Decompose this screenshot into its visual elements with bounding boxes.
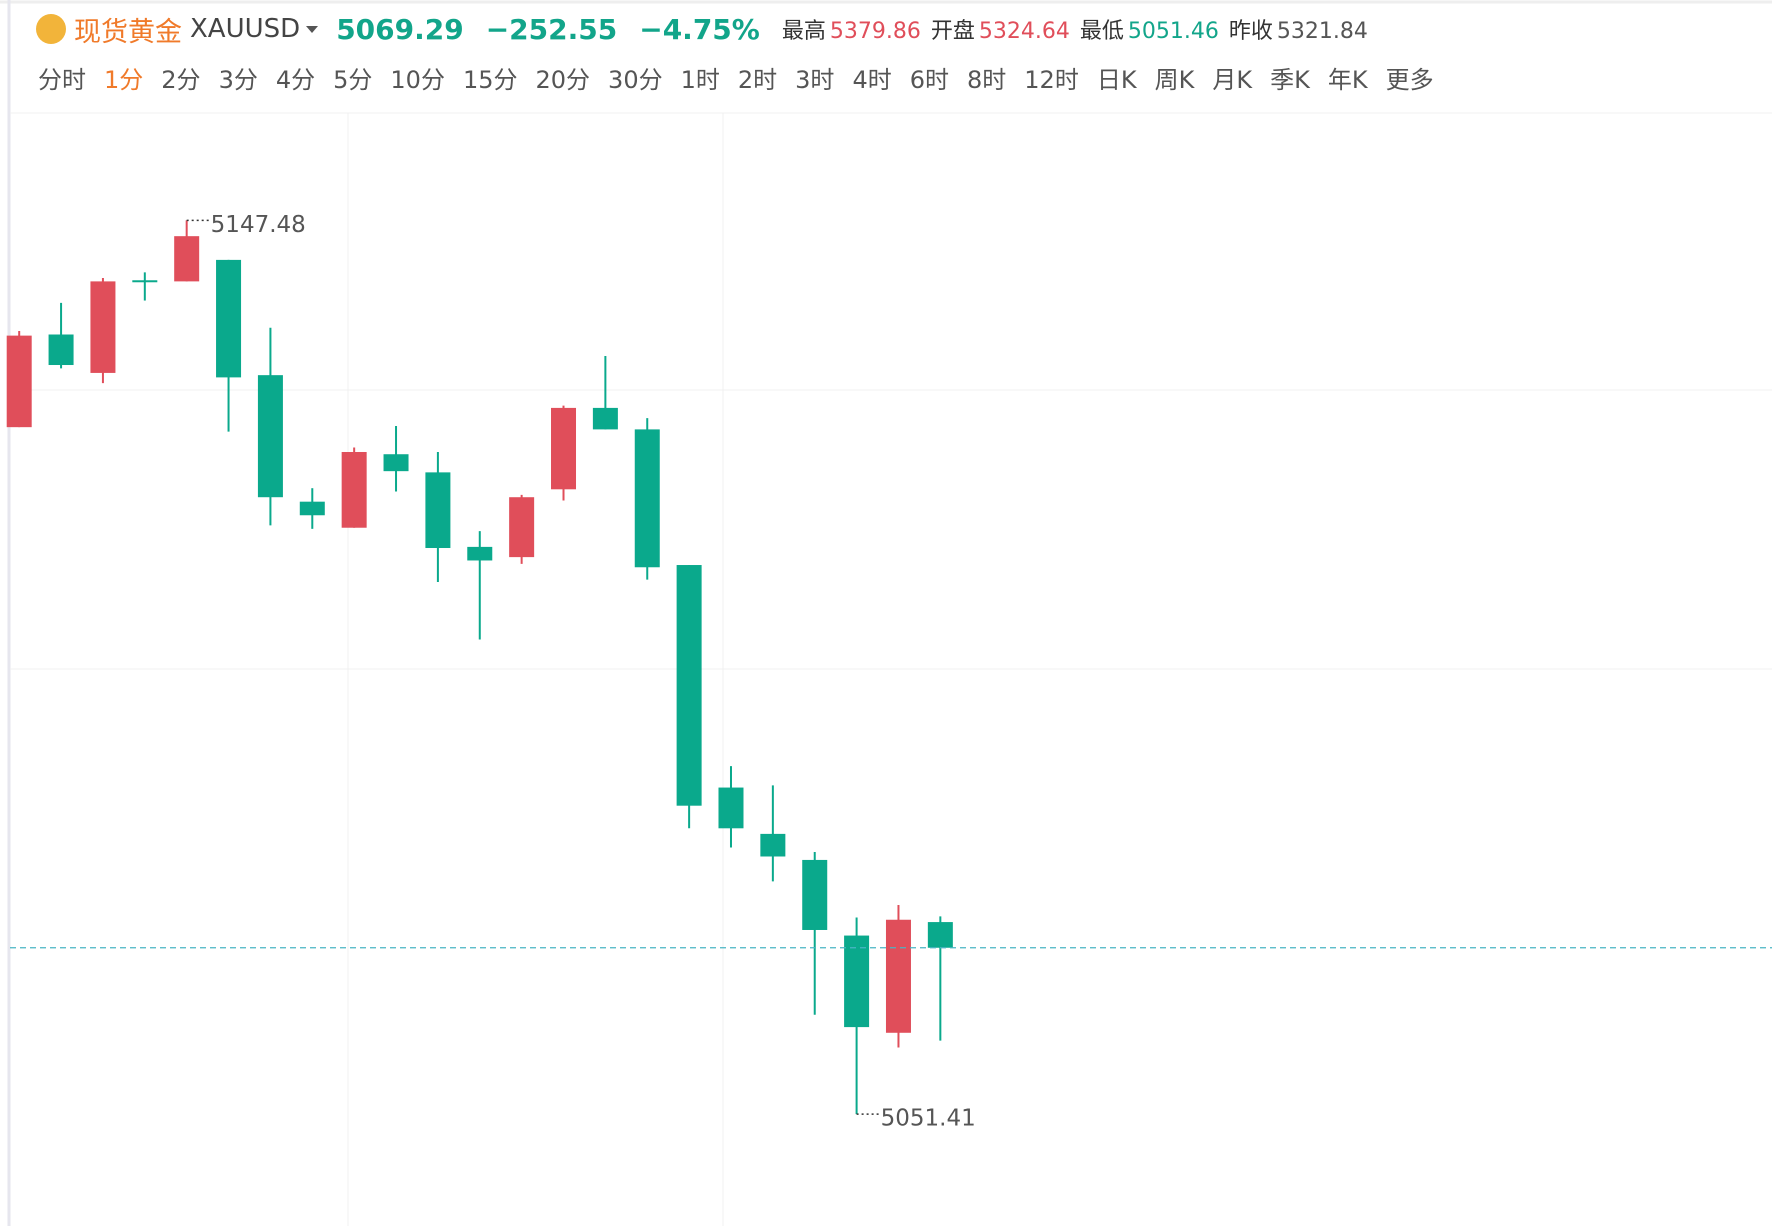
extreme-label: 5147.48	[211, 212, 306, 238]
timeframe-tab[interactable]: 季K	[1270, 66, 1310, 94]
stat-label: 最高	[781, 19, 826, 44]
stats: 最高 5379.86 开盘 5324.64 最低 5051.46 昨收 5321.84	[782, 13, 1378, 45]
candle-body	[592, 407, 618, 430]
change-pct: −4.75%	[639, 12, 760, 46]
stat-value: 5051.46	[1127, 19, 1219, 44]
stat: 最高 5379.86	[782, 13, 921, 45]
timeframe-tab[interactable]: 4时	[852, 66, 892, 94]
stat-label: 最低	[1079, 19, 1124, 44]
timeframe-tab[interactable]: 1分	[104, 66, 144, 94]
price: 5069.29	[336, 12, 464, 46]
timeframe-tab[interactable]: 10分	[390, 66, 445, 94]
stat-value: 5324.64	[978, 19, 1070, 44]
timeframe-tab[interactable]: 30分	[608, 66, 663, 94]
stat: 开盘 5324.64	[931, 13, 1070, 45]
candle-body	[802, 859, 828, 930]
stat-label: 昨收	[1228, 19, 1273, 44]
symbol[interactable]: XAUUSD	[190, 14, 301, 44]
timeframe-tab[interactable]: 分时	[38, 66, 86, 94]
candle-body	[467, 546, 493, 561]
candle-body	[634, 429, 660, 568]
timeframe-tab[interactable]: 更多	[1385, 66, 1434, 94]
dropdown-caret[interactable]	[306, 25, 319, 33]
timeframe-tab[interactable]: 周K	[1154, 66, 1195, 94]
timeframe-tab[interactable]: 3时	[795, 66, 835, 94]
timeframe-tab[interactable]: 4分	[275, 66, 316, 94]
stat-label: 开盘	[930, 19, 975, 44]
candle-body	[132, 280, 158, 283]
stat: 昨收 5321.84	[1229, 13, 1368, 45]
candle-body	[885, 919, 911, 1033]
timeframe-tab[interactable]: 2时	[737, 66, 778, 94]
candle-body	[425, 472, 451, 549]
candle-body	[299, 501, 325, 516]
timeframe-tab[interactable]: 5分	[333, 66, 373, 94]
change: −252.55	[485, 12, 618, 46]
timeframe-tab[interactable]: 12时	[1024, 66, 1079, 94]
candle-body	[6, 335, 32, 428]
stat-value: 5321.84	[1276, 19, 1368, 44]
candle-body	[341, 451, 367, 528]
timeframe-tab[interactable]: 15分	[462, 66, 518, 94]
candle-body	[257, 375, 283, 498]
candle-body	[551, 407, 577, 490]
timeframe-tab[interactable]: 日K	[1096, 66, 1137, 94]
candle-body	[844, 935, 870, 1028]
stat: 最低 5051.46	[1080, 13, 1219, 45]
candle-body	[216, 259, 242, 378]
timeframe-tab[interactable]: 1时	[680, 66, 720, 94]
stat-value: 5379.86	[829, 19, 921, 44]
extreme-label: 5051.41	[881, 1106, 976, 1132]
candle-body	[48, 334, 74, 366]
timeframe-tab[interactable]: 年K	[1327, 66, 1368, 94]
candle-body	[718, 787, 744, 829]
candle-body	[927, 922, 953, 948]
candle-body	[509, 497, 535, 558]
timeframe-tabs: 分时 1分 2分 3分 4分 5分 10分 15分 20分 30分 1时 2时 3时 4时 6时 8时 12时日…	[38, 60, 1452, 95]
timeframe-tab[interactable]: 2分	[161, 66, 201, 94]
timeframe-tab[interactable]: 6时	[909, 66, 949, 94]
timeframe-tab[interactable]: 3分	[218, 66, 258, 94]
timeframe-tab[interactable]: 8时	[967, 66, 1007, 94]
candle-body	[174, 236, 200, 282]
header: 现货黄金 XAUUSD 5069.29 −252.55 −4.75% 最高 537…	[36, 8, 1378, 50]
timeframe-tab[interactable]: 月K	[1212, 66, 1253, 94]
candle-body	[760, 833, 786, 857]
title[interactable]: 现货黄金	[74, 16, 182, 48]
gold-icon	[36, 14, 66, 44]
timeframe-tab[interactable]: 20分	[535, 66, 591, 94]
candle-body	[90, 281, 116, 373]
candle-body	[676, 565, 702, 806]
candle-body	[383, 454, 409, 472]
